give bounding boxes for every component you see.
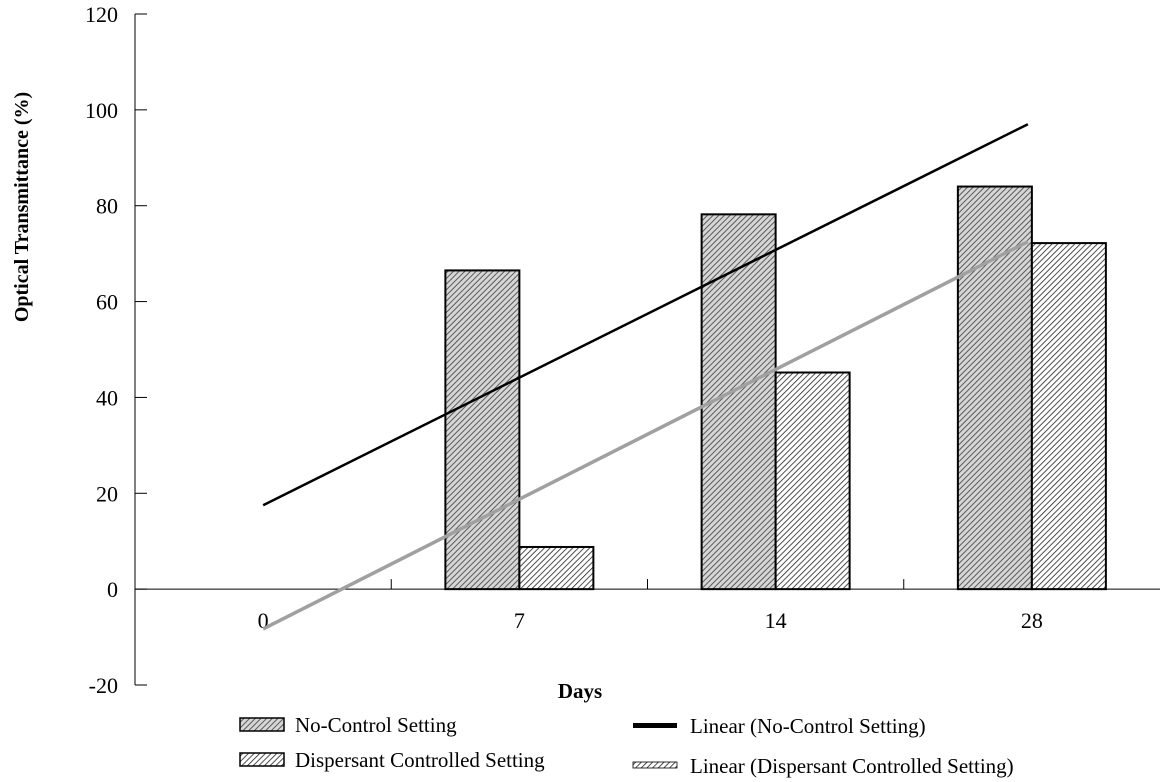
y-tick-label: 40 <box>96 385 118 410</box>
bar-no-control-28 <box>956 185 1033 591</box>
legend-label: Linear (Dispersant Controlled Setting) <box>690 754 1014 778</box>
y-tick-label: 20 <box>96 481 118 506</box>
legend-label: Dispersant Controlled Setting <box>295 748 545 772</box>
legend-swatch <box>239 752 285 767</box>
legend-label: Linear (No-Control Setting) <box>690 714 926 738</box>
bars <box>444 185 1107 591</box>
legend-item-linear-dispersant: Linear (Dispersant Controlled Setting) <box>632 754 1014 778</box>
x-tick-label: 28 <box>1021 608 1043 633</box>
legend-swatch <box>632 761 678 769</box>
legend-item-no-control: No-Control Setting <box>239 713 457 737</box>
trendline-no-control <box>262 123 1029 507</box>
trendline-dispersant <box>262 240 1029 631</box>
y-axis-label: Optical Transmittance (%) <box>11 92 33 322</box>
y-tick-label: 0 <box>107 577 118 602</box>
x-ticks: 0 7 14 28 <box>258 579 1043 633</box>
bar-dispersant-7 <box>518 545 595 591</box>
legend-swatch <box>239 717 285 732</box>
y-tick-label: 80 <box>96 194 118 219</box>
x-tick-label: 14 <box>765 608 787 633</box>
legend-label: No-Control Setting <box>295 713 457 737</box>
y-tick-label: 100 <box>85 98 118 123</box>
y-ticks: -20 0 20 40 60 80 100 120 <box>85 2 147 698</box>
x-tick-label: 7 <box>514 608 525 633</box>
legend-item-dispersant: Dispersant Controlled Setting <box>239 748 545 772</box>
y-tick-label: 120 <box>85 2 118 27</box>
y-tick-label: 60 <box>96 290 118 315</box>
legend: No-Control Setting Dispersant Controlled … <box>239 713 1014 778</box>
bar-no-control-7 <box>444 269 521 591</box>
trendlines <box>262 123 1029 631</box>
x-axis-label: Days <box>558 679 602 703</box>
bar-dispersant-28 <box>1030 242 1107 591</box>
legend-swatch <box>633 723 677 728</box>
x-tick-label: 0 <box>258 608 269 633</box>
bar-dispersant-14 <box>774 371 851 591</box>
legend-item-linear-no-control: Linear (No-Control Setting) <box>633 714 926 738</box>
y-tick-label: -20 <box>89 673 118 698</box>
